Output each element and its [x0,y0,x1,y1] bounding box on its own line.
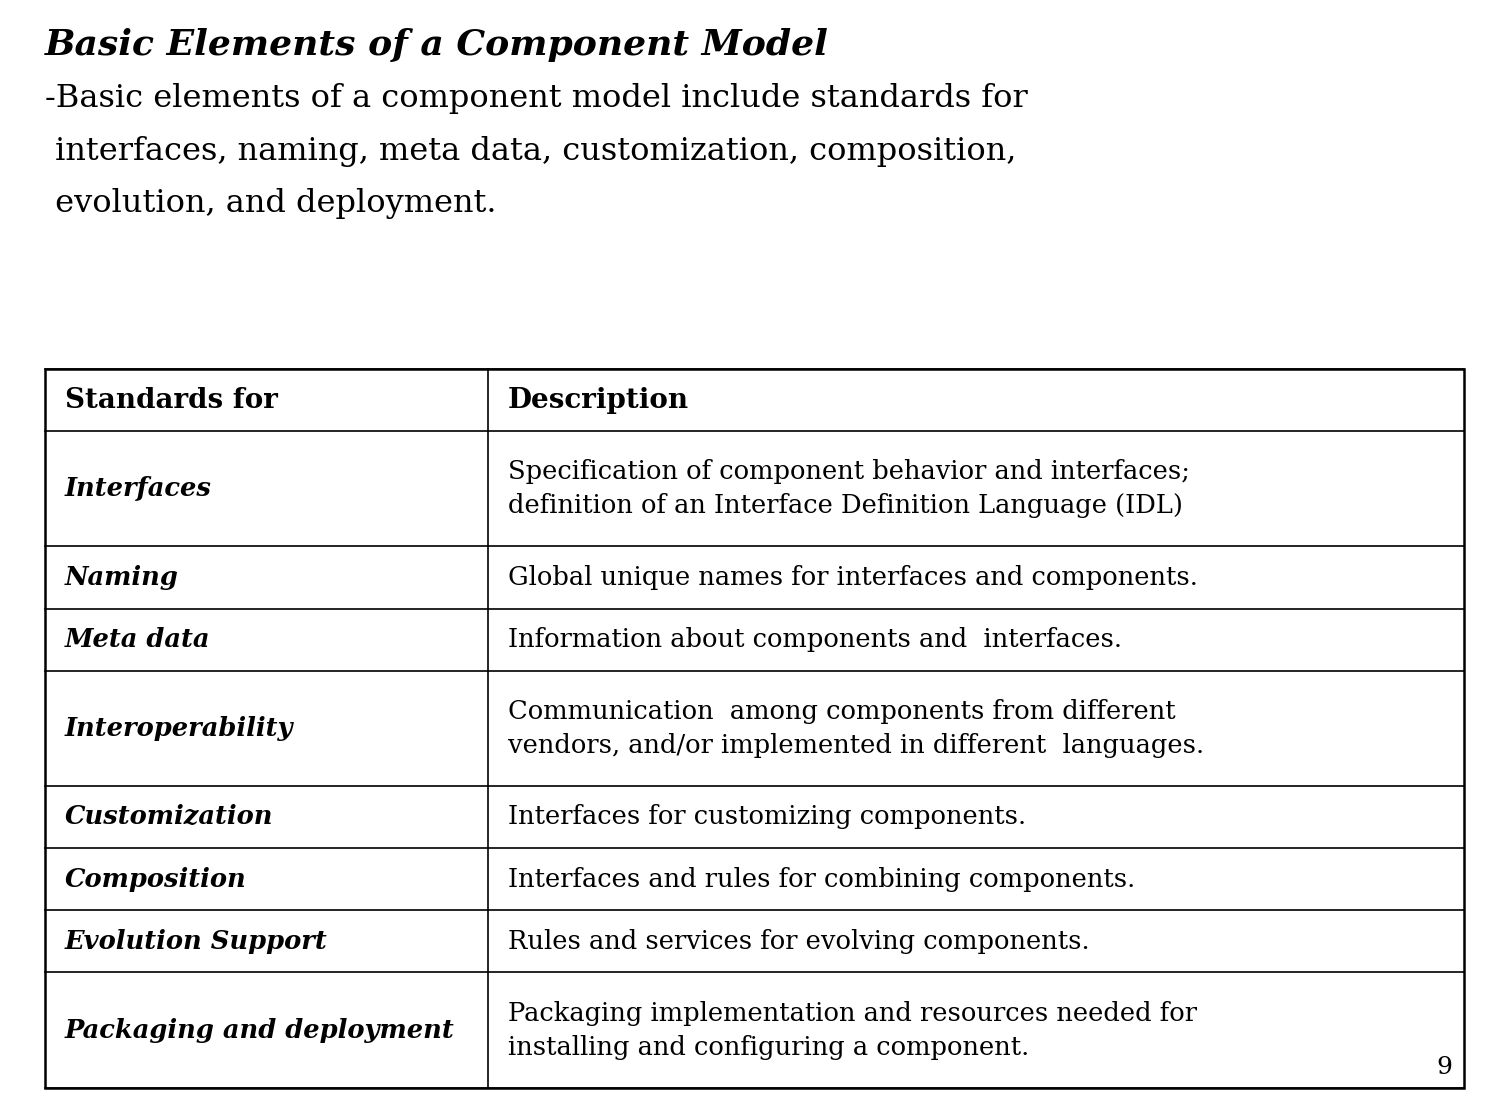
Text: Meta data: Meta data [65,627,210,653]
Text: Packaging implementation and resources needed for
installing and configuring a c: Packaging implementation and resources n… [508,1001,1197,1060]
Text: Evolution Support: Evolution Support [65,929,327,954]
Text: Communication  among components from different
vendors, and/or implemented in di: Communication among components from diff… [508,698,1203,758]
Text: Global unique names for interfaces and components.: Global unique names for interfaces and c… [508,565,1197,590]
Text: Customization: Customization [65,804,273,830]
Text: Naming: Naming [65,565,179,590]
Text: Interfaces for customizing components.: Interfaces for customizing components. [508,804,1026,830]
Text: Description: Description [508,387,689,414]
Text: Interfaces and rules for combining components.: Interfaces and rules for combining compo… [508,866,1136,892]
Text: Basic Elements of a Component Model: Basic Elements of a Component Model [45,28,829,62]
Text: 9: 9 [1436,1055,1452,1079]
Text: Information about components and  interfaces.: Information about components and interfa… [508,627,1122,653]
Bar [45,369,1464,1088]
Text: interfaces, naming, meta data, customization, composition,: interfaces, naming, meta data, customiza… [45,136,1017,167]
Text: evolution, and deployment.: evolution, and deployment. [45,188,497,219]
Text: Composition: Composition [65,866,246,892]
Text: Interfaces: Interfaces [65,476,212,502]
Text: Interoperability: Interoperability [65,716,293,741]
Text: Packaging and deployment: Packaging and deployment [65,1017,454,1043]
Text: -Basic elements of a component model include standards for: -Basic elements of a component model inc… [45,83,1027,115]
Text: Rules and services for evolving components.: Rules and services for evolving componen… [508,929,1089,954]
Text: Specification of component behavior and interfaces;
definition of an Interface D: Specification of component behavior and … [508,459,1190,518]
Text: Standards for: Standards for [65,387,278,414]
